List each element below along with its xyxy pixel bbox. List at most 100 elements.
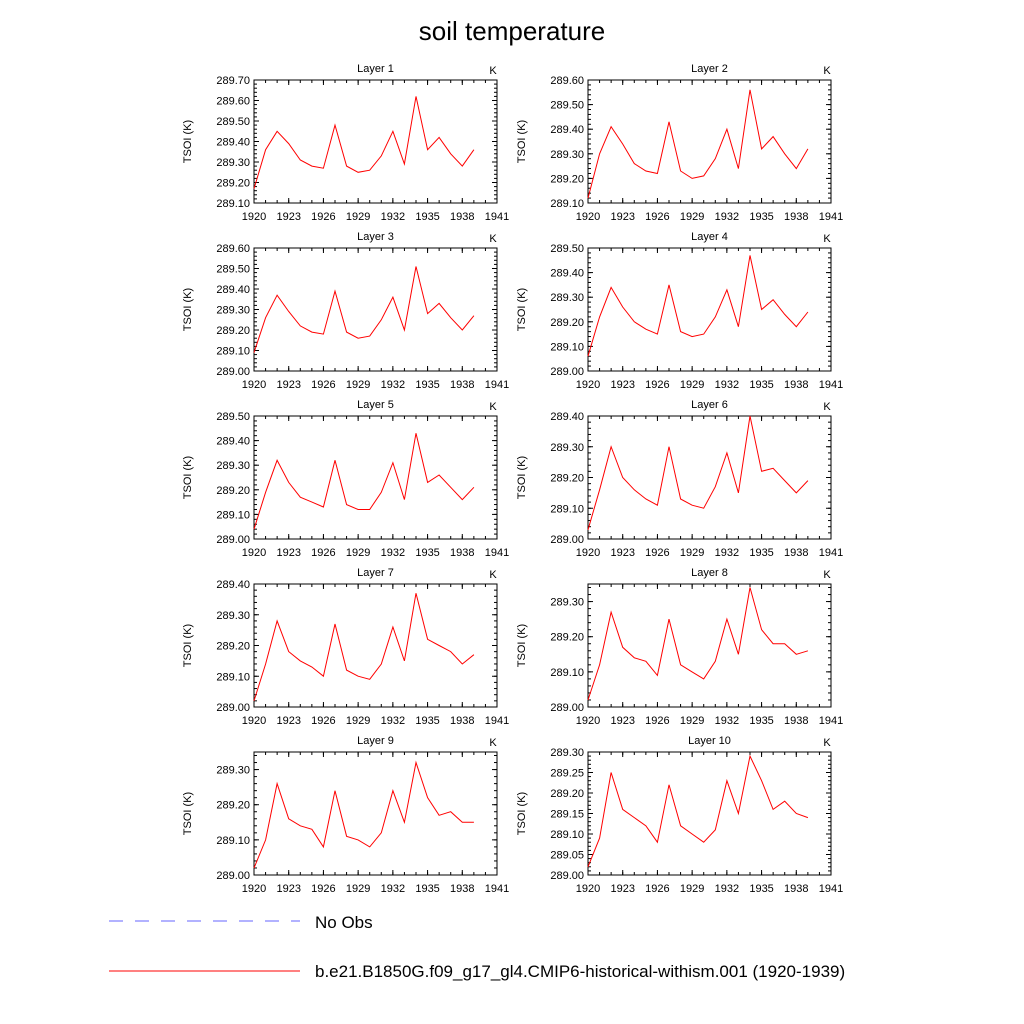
- x-tick-label: 1932: [715, 715, 739, 727]
- x-tick-label: 1920: [242, 715, 266, 727]
- x-tick-label: 1923: [610, 211, 634, 223]
- panel-title: Layer 4: [691, 231, 728, 243]
- plot-frame: [587, 247, 832, 372]
- x-tick-label: 1923: [276, 211, 300, 223]
- y-tick-label: 289.60: [550, 75, 584, 87]
- y-axis-label: TSOI (K): [516, 456, 528, 499]
- y-tick-label: 289.30: [550, 292, 584, 304]
- y-axis-label: TSOI (K): [182, 288, 194, 331]
- y-tick-label: 289.30: [216, 765, 250, 777]
- y-tick-label: 289.40: [550, 124, 584, 136]
- y-tick-label: 289.50: [216, 411, 250, 423]
- y-tick-label: 289.50: [216, 116, 250, 128]
- x-tick-label: 1926: [311, 379, 335, 391]
- x-tick-label: 1941: [485, 547, 509, 559]
- x-tick-label: 1941: [819, 547, 843, 559]
- x-tick-label: 1929: [346, 211, 370, 223]
- x-tick-label: 1938: [784, 715, 808, 727]
- x-tick-label: 1935: [749, 547, 773, 559]
- unit-label: K: [823, 233, 831, 245]
- y-tick-label: 289.20: [216, 485, 250, 497]
- y-axis-label: TSOI (K): [516, 120, 528, 163]
- series-line: [253, 433, 475, 530]
- y-tick-label: 289.00: [550, 534, 584, 546]
- x-tick-label: 1941: [819, 379, 843, 391]
- x-tick-label: 1929: [346, 715, 370, 727]
- y-tick-label: 289.70: [216, 75, 250, 87]
- panel-title: Layer 1: [357, 63, 394, 75]
- y-tick-label: 289.50: [550, 100, 584, 112]
- legend-label-no-obs: No Obs: [315, 913, 373, 932]
- unit-label: K: [489, 737, 497, 749]
- x-tick-label: 1923: [276, 715, 300, 727]
- y-tick-label: 289.20: [550, 788, 584, 800]
- y-tick-label: 289.20: [216, 800, 250, 812]
- x-tick-label: 1932: [381, 547, 405, 559]
- panel-10: Layer 10 K TSOI (K) 289.00 289.05 289.10 289.1…: [516, 735, 843, 895]
- y-tick-label: 289.00: [216, 702, 250, 714]
- x-tick-label: 1935: [749, 715, 773, 727]
- x-tick-label: 1926: [311, 547, 335, 559]
- x-tick-label: 1932: [381, 715, 405, 727]
- plot-frame: [587, 751, 832, 876]
- x-tick-label: 1941: [819, 211, 843, 223]
- series-line: [587, 415, 809, 530]
- x-tick-label: 1923: [610, 379, 634, 391]
- series-line: [253, 266, 475, 353]
- y-tick-label: 289.20: [550, 632, 584, 644]
- panel-title: Layer 5: [357, 399, 394, 411]
- y-tick-label: 289.20: [550, 473, 584, 485]
- x-tick-label: 1920: [242, 883, 266, 895]
- x-tick-label: 1938: [784, 883, 808, 895]
- y-tick-label: 289.00: [550, 870, 584, 882]
- y-tick-label: 289.40: [216, 284, 250, 296]
- series-line: [587, 89, 809, 199]
- y-tick-label: 289.00: [216, 870, 250, 882]
- y-tick-label: 289.10: [216, 671, 250, 683]
- panel-title: Layer 7: [357, 567, 394, 579]
- x-tick-label: 1935: [415, 547, 439, 559]
- x-tick-label: 1935: [415, 379, 439, 391]
- y-tick-label: 289.20: [216, 325, 250, 337]
- y-tick-label: 289.40: [216, 579, 250, 591]
- x-tick-label: 1920: [576, 715, 600, 727]
- x-tick-label: 1938: [784, 379, 808, 391]
- y-tick-label: 289.30: [216, 157, 250, 169]
- panel-title: Layer 9: [357, 735, 394, 747]
- x-tick-label: 1920: [242, 211, 266, 223]
- panel-2: Layer 2 K TSOI (K) 289.10 289.20 289.30 289.40…: [516, 63, 843, 223]
- x-tick-label: 1923: [610, 883, 634, 895]
- x-tick-label: 1938: [450, 211, 474, 223]
- plot-frame: [587, 415, 832, 540]
- y-tick-label: 289.20: [550, 317, 584, 329]
- legend-label-model: b.e21.B1850G.f09_g17_gl4.CMIP6-historica…: [315, 962, 845, 981]
- y-tick-label: 289.30: [550, 747, 584, 759]
- x-tick-label: 1920: [242, 547, 266, 559]
- y-tick-label: 289.20: [216, 178, 250, 190]
- y-tick-label: 289.10: [550, 198, 584, 210]
- y-tick-label: 289.10: [550, 503, 584, 515]
- unit-label: K: [489, 233, 497, 245]
- plot-frame: [253, 415, 498, 540]
- series-line: [253, 760, 474, 869]
- x-tick-label: 1935: [749, 883, 773, 895]
- y-tick-label: 289.10: [550, 829, 584, 841]
- unit-label: K: [823, 65, 831, 77]
- y-axis-label: TSOI (K): [516, 624, 528, 667]
- legend: No Obs b.e21.B1850G.f09_g17_gl4.CMIP6-hi…: [109, 913, 845, 981]
- x-tick-label: 1938: [450, 715, 474, 727]
- x-tick-label: 1932: [715, 211, 739, 223]
- panel-title: Layer 10: [688, 735, 731, 747]
- y-axis-label: TSOI (K): [516, 792, 528, 835]
- plot-frame: [253, 79, 498, 204]
- y-tick-label: 289.10: [550, 667, 584, 679]
- y-axis-label: TSOI (K): [182, 120, 194, 163]
- x-tick-label: 1926: [645, 547, 669, 559]
- plot-frame: [587, 79, 832, 204]
- y-tick-label: 289.15: [550, 809, 584, 821]
- series-line: [253, 593, 475, 702]
- y-axis-label: TSOI (K): [182, 456, 194, 499]
- x-tick-label: 1929: [680, 211, 704, 223]
- y-tick-label: 289.00: [550, 366, 584, 378]
- x-tick-label: 1941: [485, 715, 509, 727]
